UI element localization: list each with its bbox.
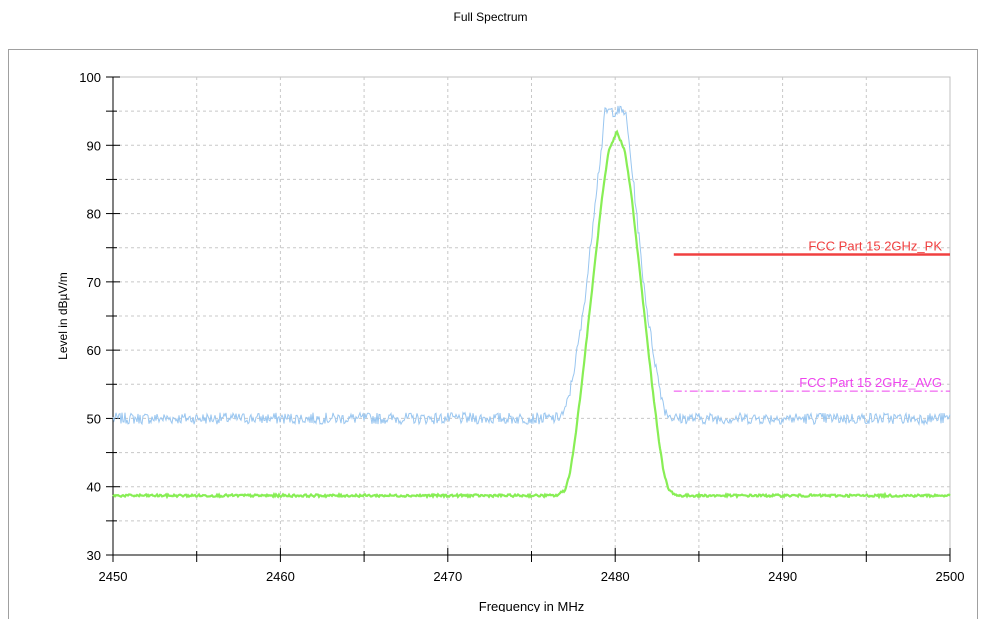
y-tick-label: 30 <box>87 548 101 563</box>
x-tick-label: 2500 <box>936 569 965 584</box>
y-tick-label: 70 <box>87 275 101 290</box>
y-tick-label: 80 <box>87 207 101 222</box>
chart-frame <box>8 49 978 619</box>
plot-area <box>112 76 951 556</box>
x-axis-label: Frequency in MHz <box>479 599 584 612</box>
average-trace-line <box>112 129 951 500</box>
peak-trace-line <box>112 105 951 427</box>
x-tick-label: 2470 <box>433 569 462 584</box>
y-tick-label: 40 <box>87 480 101 495</box>
x-tick-label: 2460 <box>266 569 295 584</box>
x-tick-label: 2450 <box>99 569 128 584</box>
y-tick-label: 90 <box>87 138 101 153</box>
y-tick-label: 60 <box>87 343 101 358</box>
pk-limit-label: FCC Part 15 2GHz_PK <box>808 239 942 254</box>
chart-title: Full Spectrum <box>453 10 528 24</box>
y-tick-label: 50 <box>87 411 101 426</box>
x-tick-label: 2490 <box>768 569 797 584</box>
y-tick-label: 100 <box>79 70 101 85</box>
y-axis-label: Level in dBµV/m <box>56 272 70 360</box>
avg-limit-label: FCC Part 15 2GHz_AVG <box>799 375 942 390</box>
x-tick-label: 2480 <box>601 569 630 584</box>
